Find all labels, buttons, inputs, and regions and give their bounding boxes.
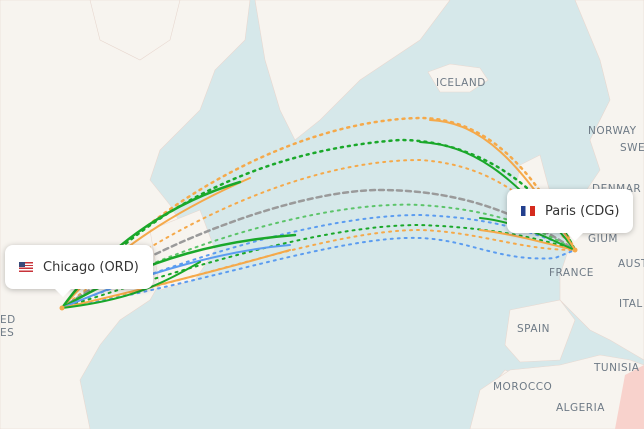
route — [61, 249, 291, 309]
map-label: ITAL — [619, 298, 643, 310]
fr-flag-icon — [521, 206, 535, 216]
route — [60, 233, 297, 310]
destination-label: Paris (CDG) — [545, 203, 620, 219]
greenland — [254, 0, 451, 141]
route — [61, 223, 576, 309]
us-flag-icon — [19, 262, 33, 272]
map-label: MOROCCO — [493, 381, 553, 393]
route — [60, 138, 577, 310]
iberia — [504, 299, 576, 363]
canada-islands — [89, 0, 181, 61]
cdg-point[interactable] — [572, 247, 578, 253]
map-label: SPAIN — [517, 323, 550, 335]
iceland — [427, 63, 489, 93]
ord-point[interactable] — [59, 305, 65, 311]
map-label: SWE — [620, 142, 644, 154]
destination-tooltip[interactable]: Paris (CDG) — [507, 189, 634, 241]
origin-tooltip[interactable]: Chicago (ORD) — [5, 245, 153, 297]
map-label: TUNISIA — [594, 362, 640, 374]
map-label: ES — [0, 327, 15, 339]
route — [479, 229, 576, 251]
algeria-highlight — [615, 365, 644, 429]
map-label: GIUM — [588, 233, 618, 245]
africa — [469, 354, 644, 429]
origin-label: Chicago (ORD) — [43, 259, 139, 275]
map-label: FRANCE — [549, 267, 594, 279]
map-label: AUST — [618, 258, 644, 270]
map-label: ICELAND — [436, 77, 486, 89]
route — [61, 203, 576, 309]
route — [61, 261, 201, 309]
map-label: ED — [0, 314, 16, 326]
map-label: ALGERIA — [556, 402, 605, 414]
map-label: NORWAY — [588, 125, 637, 137]
route — [61, 244, 291, 309]
